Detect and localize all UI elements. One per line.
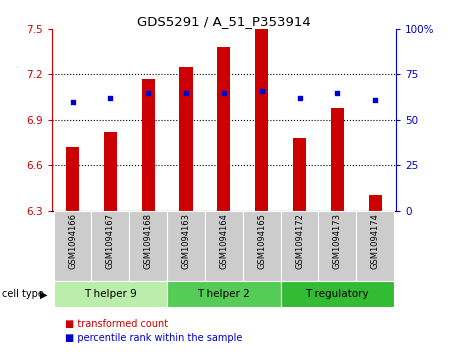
- Text: ■ percentile rank within the sample: ■ percentile rank within the sample: [65, 333, 243, 343]
- Bar: [331, 108, 344, 211]
- Text: GSM1094166: GSM1094166: [68, 213, 77, 269]
- Bar: [281, 211, 319, 281]
- Text: T helper 9: T helper 9: [84, 289, 137, 299]
- Bar: [255, 29, 268, 211]
- Text: GSM1094164: GSM1094164: [219, 213, 228, 269]
- Bar: [217, 47, 230, 211]
- Bar: [356, 211, 394, 281]
- Point: [182, 90, 189, 95]
- Bar: [281, 281, 394, 307]
- Bar: [104, 132, 117, 211]
- Text: GSM1094167: GSM1094167: [106, 213, 115, 269]
- Bar: [66, 147, 79, 211]
- Bar: [54, 211, 91, 281]
- Bar: [167, 211, 205, 281]
- Point: [258, 88, 265, 94]
- Bar: [167, 281, 281, 307]
- Point: [334, 90, 341, 95]
- Point: [144, 90, 152, 95]
- Bar: [91, 211, 129, 281]
- Bar: [319, 211, 356, 281]
- Bar: [142, 79, 155, 211]
- Bar: [129, 211, 167, 281]
- Title: GDS5291 / A_51_P353914: GDS5291 / A_51_P353914: [137, 15, 311, 28]
- Point: [296, 95, 303, 101]
- Bar: [293, 138, 306, 211]
- Text: GSM1094168: GSM1094168: [144, 213, 153, 269]
- Bar: [54, 281, 167, 307]
- Text: GSM1094163: GSM1094163: [181, 213, 190, 269]
- Point: [372, 97, 379, 103]
- Text: T regulatory: T regulatory: [306, 289, 369, 299]
- Text: GSM1094172: GSM1094172: [295, 213, 304, 269]
- Text: T helper 2: T helper 2: [198, 289, 250, 299]
- Text: ■ transformed count: ■ transformed count: [65, 319, 168, 329]
- Point: [107, 95, 114, 101]
- Point: [220, 90, 227, 95]
- Text: ▶: ▶: [40, 289, 47, 299]
- Bar: [205, 211, 243, 281]
- Bar: [369, 195, 382, 211]
- Bar: [180, 67, 193, 211]
- Text: GSM1094165: GSM1094165: [257, 213, 266, 269]
- Bar: [243, 211, 281, 281]
- Point: [69, 99, 76, 105]
- Text: cell type: cell type: [2, 289, 44, 299]
- Text: GSM1094173: GSM1094173: [333, 213, 342, 269]
- Text: GSM1094174: GSM1094174: [371, 213, 380, 269]
